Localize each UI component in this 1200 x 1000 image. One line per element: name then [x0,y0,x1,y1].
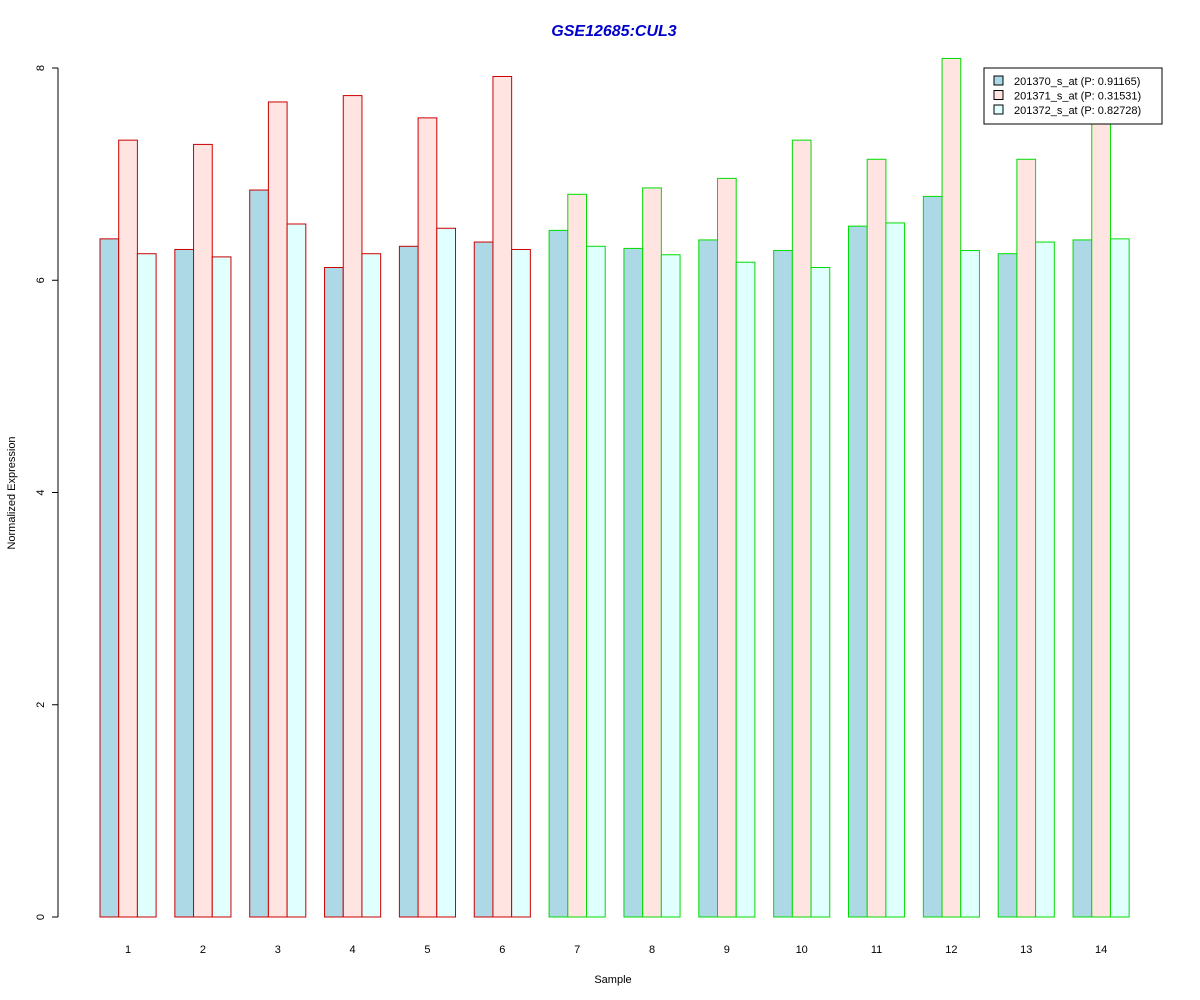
bar-series-group [99,57,1130,918]
legend-entry: 201370_s_at (P: 0.91165) [1014,76,1140,88]
legend-swatch [993,104,1004,115]
bar [885,222,906,918]
bar [211,256,232,918]
chart-title: GSE12685:CUL3 [551,23,676,40]
bar [1072,239,1093,918]
bar [1091,119,1111,918]
bar [735,261,756,918]
bar [623,247,644,918]
legend-swatch [993,90,1004,100]
x-tick-label: 14 [1095,944,1107,956]
x-tick-label: 13 [1020,944,1032,956]
bar [136,253,157,918]
x-tick-label: 2 [200,944,206,956]
bar [810,267,831,918]
bar [249,189,269,918]
bar [717,177,737,918]
bar [286,223,307,918]
bar [848,225,868,918]
bar [193,143,213,918]
bar [660,254,681,918]
bar [1016,158,1037,918]
bar [511,248,531,918]
y-axis: 0 2 4 6 8 [35,65,59,920]
x-tick-label: 3 [275,944,281,956]
x-tick-labels: 1 2 3 4 5 6 7 8 9 10 11 12 13 14 [125,944,1107,956]
x-axis-label: Sample [594,974,631,986]
y-tick-label: 6 [35,277,47,283]
legend: 201370_s_at (P: 0.91165) 201371_s_at (P: … [983,67,1163,125]
x-tick-label: 8 [649,944,655,956]
bar [417,117,438,918]
bar [436,227,456,918]
legend-entry: 201371_s_at (P: 0.31531) [1014,91,1141,103]
x-tick-label: 9 [724,944,730,956]
bar [1035,241,1055,918]
x-tick-label: 11 [871,944,882,956]
bar [698,239,718,918]
bar [586,245,606,918]
legend-entry: 201372_s_at (P: 0.82728) [1014,105,1141,117]
legend-swatch [993,75,1004,86]
x-tick-label: 10 [796,944,808,956]
y-tick-label: 8 [35,65,47,71]
legend-box [983,67,1163,125]
x-tick-label: 1 [125,944,131,956]
x-tick-label: 7 [574,944,580,956]
bar [960,250,980,918]
bar [642,187,662,918]
bar [492,75,513,918]
bar [567,193,587,918]
y-tick-label: 4 [35,489,47,495]
bar [342,95,363,918]
bar [324,267,344,918]
x-tick-label: 4 [350,944,356,956]
bar [99,238,120,918]
x-tick-label: 5 [424,944,430,956]
y-tick-label: 0 [35,914,47,920]
bar [267,101,288,918]
bar [361,253,382,918]
bar [922,195,943,918]
x-tick-label: 6 [499,944,505,956]
bar [548,229,569,918]
bar [174,248,195,918]
bar [118,139,138,918]
y-tick-label: 2 [35,702,47,708]
bar [941,57,962,918]
bar [773,250,793,918]
bar [791,139,812,918]
bar [1109,238,1130,918]
bar [398,245,419,918]
y-axis-label: Normalized Expression [6,436,18,549]
bar [866,158,887,918]
bar [473,241,494,918]
bar [997,253,1018,918]
x-tick-label: 12 [945,944,957,956]
